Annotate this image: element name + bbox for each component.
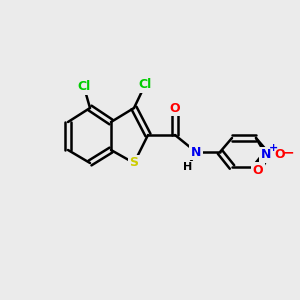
Text: O: O xyxy=(170,101,180,115)
Text: S: S xyxy=(130,157,139,169)
Text: O: O xyxy=(275,148,285,161)
Text: Cl: Cl xyxy=(77,80,91,94)
Text: H: H xyxy=(183,162,193,172)
Text: +: + xyxy=(268,143,278,153)
Text: Cl: Cl xyxy=(138,79,152,92)
Text: N: N xyxy=(191,146,201,158)
Text: −: − xyxy=(282,145,294,159)
Text: O: O xyxy=(253,164,263,176)
Text: N: N xyxy=(261,148,271,161)
